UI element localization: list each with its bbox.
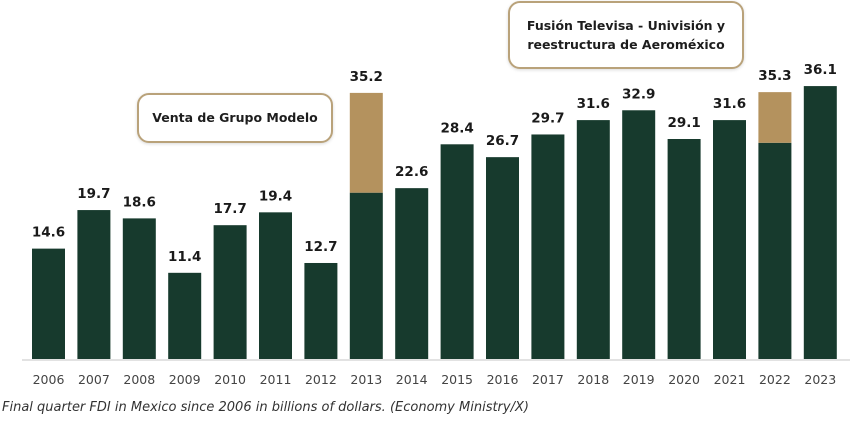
data-label-2010: 17.7 — [213, 201, 246, 217]
data-label-2012: 12.7 — [304, 239, 337, 255]
data-label-2020: 29.1 — [667, 115, 700, 131]
x-tick-2015: 2015 — [441, 372, 473, 387]
data-label-2015: 28.4 — [440, 120, 473, 136]
bar-2015 — [440, 144, 474, 359]
data-label-2017: 29.7 — [531, 110, 564, 126]
bar-2014 — [395, 188, 429, 359]
bar-2022 — [758, 142, 792, 359]
x-tick-2007: 2007 — [78, 372, 110, 387]
data-label-2018: 31.6 — [577, 96, 610, 112]
data-label-2022: 35.3 — [758, 68, 791, 84]
x-tick-2017: 2017 — [532, 372, 564, 387]
x-tick-2019: 2019 — [623, 372, 655, 387]
x-tick-2006: 2006 — [33, 372, 65, 387]
x-tick-2014: 2014 — [396, 372, 428, 387]
bar-2013 — [349, 192, 383, 359]
bar-2017 — [531, 134, 565, 359]
data-label-2006: 14.6 — [32, 225, 65, 241]
x-tick-2016: 2016 — [487, 372, 519, 387]
annotation-televisa-aeromexico: Fusión Televisa - Univisión y reestructu… — [508, 1, 744, 69]
bar-2007 — [77, 210, 111, 359]
data-label-2019: 32.9 — [622, 86, 655, 102]
bar-2011 — [259, 212, 292, 359]
data-label-2013: 35.2 — [350, 69, 383, 85]
bar-2018 — [576, 120, 610, 359]
bar-2013-extra — [349, 92, 383, 193]
data-label-2007: 19.7 — [77, 186, 110, 202]
data-label-2009: 11.4 — [168, 249, 201, 265]
data-label-2011: 19.4 — [259, 188, 292, 204]
data-label-2023: 36.1 — [804, 62, 837, 78]
bar-2009 — [168, 272, 202, 359]
bar-2022-extra — [758, 92, 792, 143]
annotation-line-1: Fusión Televisa - Univisión y — [526, 17, 726, 33]
x-tick-2023: 2023 — [804, 372, 836, 387]
data-label-2021: 31.6 — [713, 96, 746, 112]
annotation-line-2: reestructura de Aeroméxico — [527, 37, 725, 52]
x-tick-2013: 2013 — [350, 372, 382, 387]
data-label-2016: 26.7 — [486, 133, 519, 149]
x-tick-2011: 2011 — [260, 372, 292, 387]
x-tick-2009: 2009 — [169, 372, 201, 387]
bar-2012 — [304, 262, 338, 359]
bar-2016 — [486, 157, 519, 359]
x-tick-2010: 2010 — [214, 372, 246, 387]
bar-2021 — [713, 120, 746, 359]
chart-caption: Final quarter FDI in Mexico since 2006 i… — [2, 400, 529, 415]
bar-2008 — [122, 218, 156, 359]
x-tick-2022: 2022 — [759, 372, 791, 387]
bar-2023 — [803, 86, 837, 360]
x-tick-2012: 2012 — [305, 372, 337, 387]
bar-2019 — [622, 110, 656, 359]
data-label-2014: 22.6 — [395, 164, 428, 180]
data-label-2008: 18.6 — [123, 194, 156, 210]
x-tick-2018: 2018 — [577, 372, 609, 387]
bar-2006 — [32, 248, 65, 359]
bar-2010 — [213, 225, 247, 359]
x-tick-2020: 2020 — [668, 372, 700, 387]
bar-2020 — [667, 139, 701, 359]
x-tick-2021: 2021 — [714, 372, 746, 387]
annotation-grupo-modelo: Venta de Grupo Modelo — [137, 93, 333, 143]
x-tick-2008: 2008 — [123, 372, 155, 387]
